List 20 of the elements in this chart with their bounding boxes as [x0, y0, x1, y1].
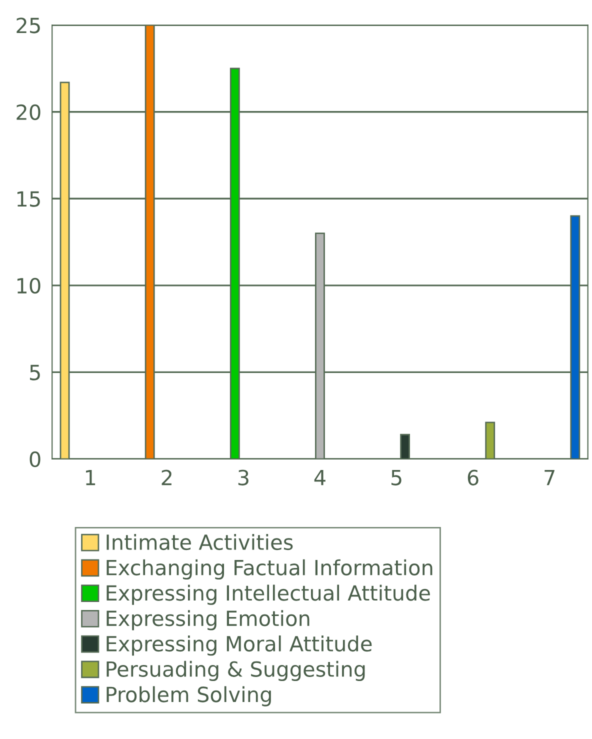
x-tick-label: 7	[544, 470, 554, 486]
legend-label: Expressing Emotion	[106, 610, 310, 630]
legend-label: Problem Solving	[106, 686, 271, 706]
y-tick-label: 0	[30, 451, 40, 468]
y-tick-label: 10	[17, 278, 40, 294]
x-tick-label: 2	[162, 470, 172, 486]
x-tick-label: 4	[314, 470, 326, 486]
y-tick-label: 25	[16, 18, 40, 34]
legend-label: Intimate Activities	[106, 534, 293, 550]
y-tick-label: 5	[30, 364, 40, 380]
legend-label: Persuading & Suggesting	[106, 660, 365, 681]
y-tick-label: 15	[17, 191, 40, 207]
x-tick-label: 6	[468, 470, 478, 486]
legend-label: Expressing Moral Attitude	[106, 635, 372, 656]
legend-label: Exchanging Factual Information	[106, 559, 432, 580]
y-tick-label: 20	[16, 104, 40, 120]
x-tick-label: 3	[238, 470, 248, 486]
x-tick-label: 5	[391, 470, 402, 486]
legend-label: Expressing Intellectual Attitude	[106, 584, 430, 605]
x-tick-label: 1	[86, 470, 96, 486]
